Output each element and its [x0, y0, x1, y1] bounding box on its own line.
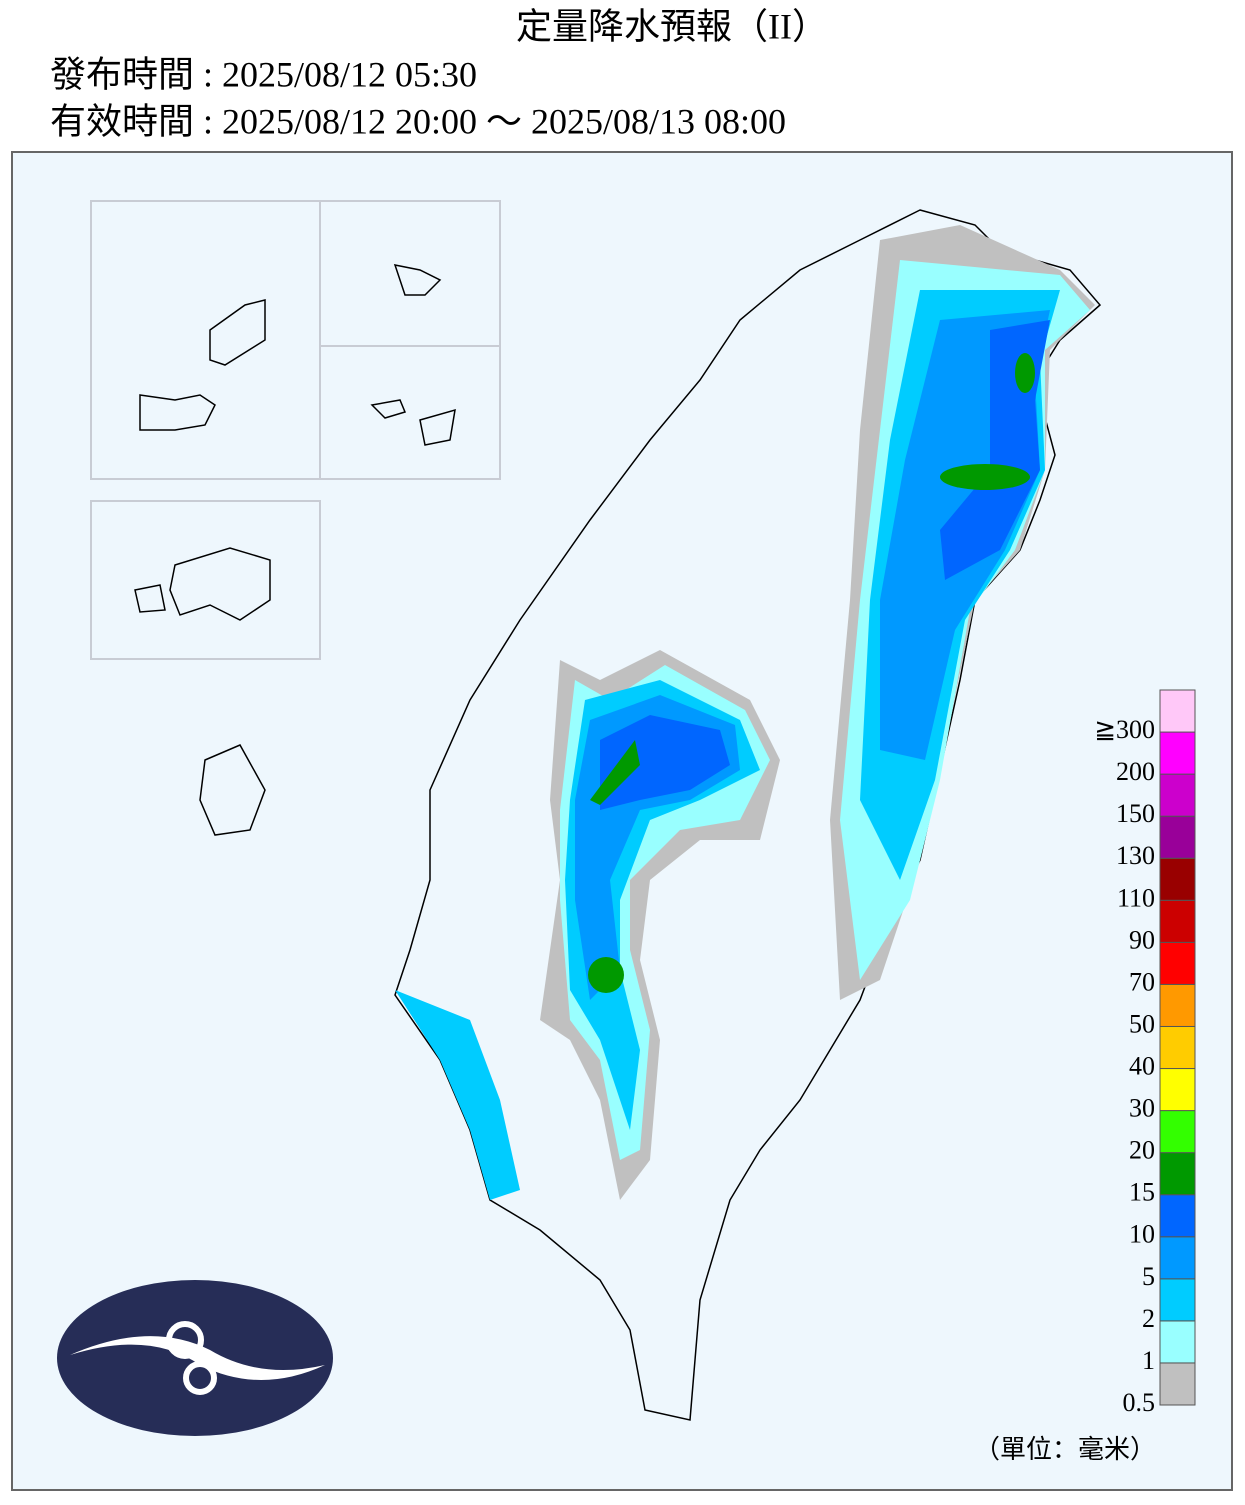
legend-label: 200 [1116, 757, 1155, 786]
legend-label: 30 [1129, 1094, 1155, 1123]
legend-label: 1 [1142, 1346, 1155, 1375]
logo [57, 1280, 333, 1436]
legend: 0.5 1 2 5 10 15 20 30 40 50 70 90 110 130 150 200 ≧300 [1094, 689, 1196, 1417]
legend-swatch [1159, 1025, 1196, 1070]
legend-swatch [1159, 941, 1196, 985]
legend-label: 2 [1142, 1304, 1155, 1333]
legend-swatch [1159, 731, 1196, 775]
title: 定量降水預報（II） [516, 6, 828, 46]
legend-label: 70 [1129, 967, 1155, 996]
legend-swatch [1159, 1194, 1196, 1238]
legend-swatch [1159, 1068, 1196, 1112]
legend-swatch [1159, 1278, 1196, 1322]
legend-label: 15 [1129, 1178, 1155, 1207]
legend-swatch [1159, 1152, 1196, 1196]
legend-label: 130 [1116, 841, 1155, 870]
unit-label: （單位：毫米） [974, 1435, 1156, 1464]
islands [134, 264, 456, 836]
legend-label: 10 [1129, 1220, 1155, 1249]
legend-label: ≧300 [1094, 715, 1155, 744]
issue-time: 發布時間 : 2025/08/12 05:30 [50, 54, 477, 94]
legend-swatch [1159, 857, 1196, 901]
legend-swatch [1159, 1110, 1196, 1154]
legend-swatch [1159, 899, 1196, 943]
legend-label: 90 [1129, 925, 1155, 954]
legend-label: 40 [1129, 1051, 1155, 1080]
legend-label: 50 [1129, 1009, 1155, 1038]
legend-label: 0.5 [1123, 1388, 1156, 1417]
legend-label: 5 [1142, 1262, 1155, 1291]
legend-label: 20 [1129, 1136, 1155, 1165]
inset-boxes [90, 200, 501, 660]
legend-swatch [1159, 689, 1196, 733]
legend-swatch [1159, 983, 1196, 1027]
legend-swatch [1159, 773, 1196, 817]
legend-swatch [1159, 1320, 1196, 1364]
legend-swatch [1159, 815, 1196, 859]
legend-swatch [1159, 1362, 1196, 1406]
legend-swatch [1159, 1236, 1196, 1280]
valid-time: 有效時間 : 2025/08/12 20:00 ～ 2025/08/13 08:… [50, 101, 786, 141]
legend-label: 110 [1117, 883, 1155, 912]
rain-areas [395, 225, 1095, 1200]
legend-label: 150 [1116, 799, 1155, 828]
